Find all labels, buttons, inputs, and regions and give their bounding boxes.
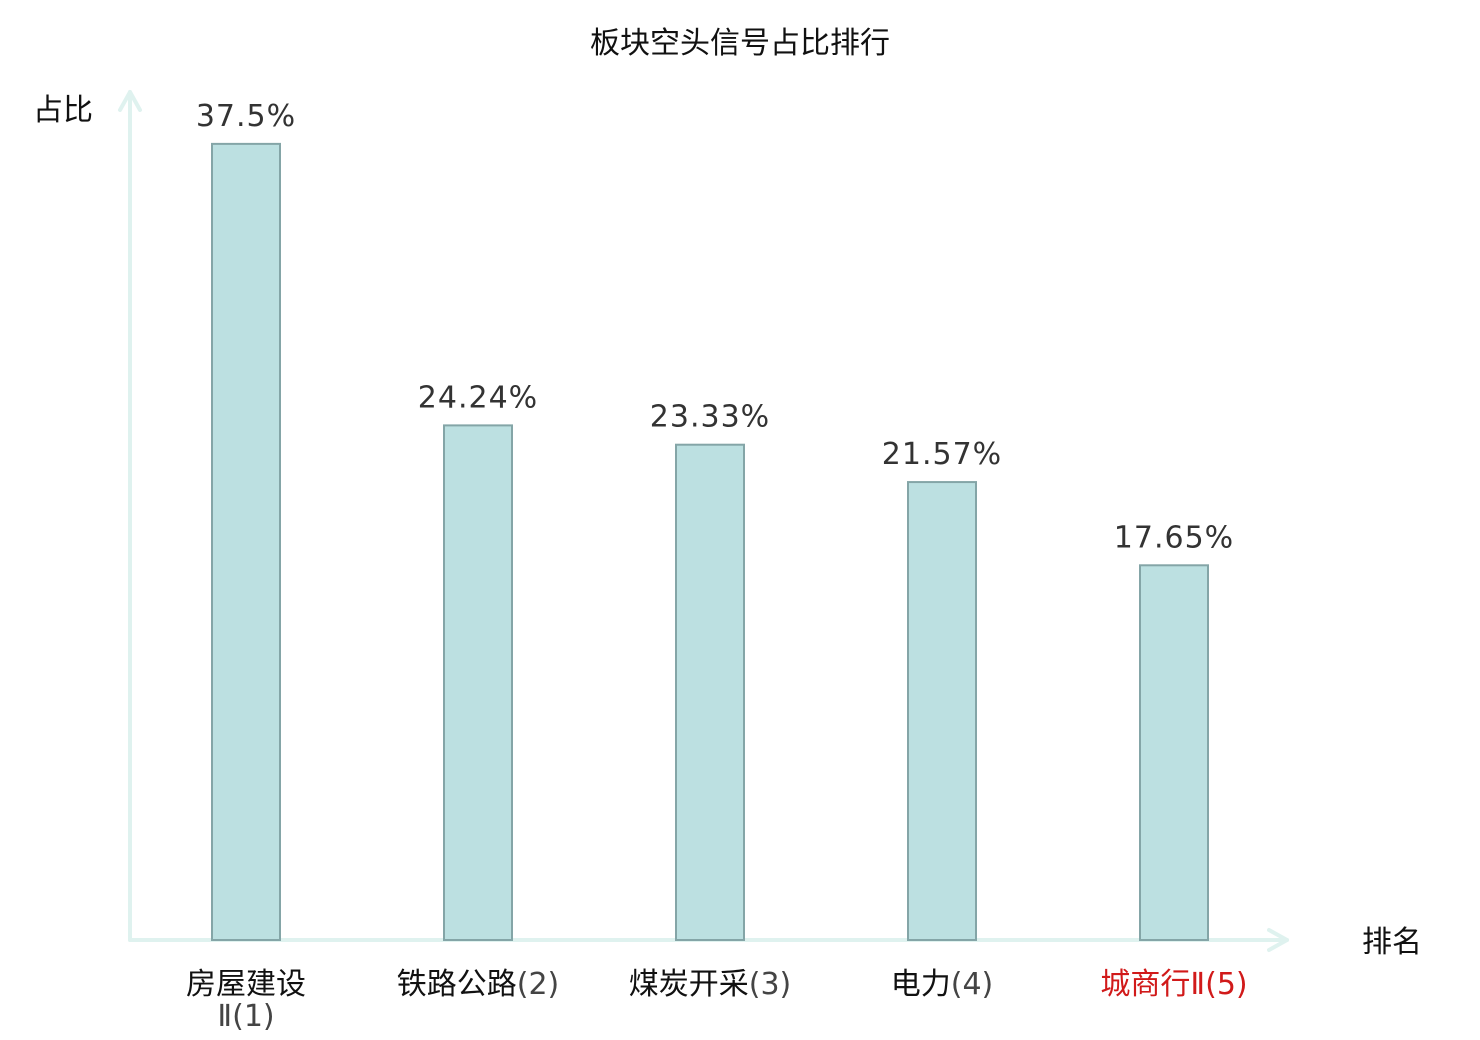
chart-title: 板块空头信号占比排行	[590, 26, 890, 61]
x-tick-rank-4: (4)	[951, 967, 994, 1002]
x-axis-label: 排名	[1362, 925, 1422, 960]
bar-2	[443, 424, 513, 941]
x-tick-name-4: 电力	[891, 967, 951, 1002]
x-tick-name-3: 煤炭开采	[629, 967, 749, 1002]
x-tick-label-3: 煤炭开采(3)	[629, 967, 792, 1002]
x-tick-label-1: 房屋建设	[186, 967, 306, 1002]
bar-series	[211, 142, 1209, 942]
x-tick-name-2: 铁路公路	[397, 967, 517, 1002]
data-label-5: 17.65%	[1114, 520, 1234, 555]
data-label-2: 24.24%	[418, 380, 538, 415]
data-label-4: 21.57%	[882, 437, 1002, 472]
data-label-1: 37.5%	[196, 99, 296, 134]
bar-4	[907, 481, 977, 941]
x-tick-rank-1: Ⅱ(1)	[217, 999, 274, 1034]
bar-3	[675, 443, 745, 941]
x-tick-rank-2: (2)	[517, 967, 560, 1002]
x-tick-label-5: 城商行Ⅱ(5)	[1100, 967, 1247, 1002]
bar-1	[211, 142, 281, 941]
bar-5	[1139, 564, 1209, 942]
x-tick-rank-3: (3)	[749, 967, 792, 1002]
data-labels: 37.5% 24.24% 23.33% 21.57% 17.65%	[196, 99, 1234, 555]
x-tick-name-5: 城商行Ⅱ	[1100, 967, 1205, 1002]
x-tick-label-4: 电力(4)	[891, 967, 994, 1002]
x-tick-rank-5: (5)	[1205, 967, 1248, 1002]
x-tick-label-2: 铁路公路(2)	[397, 967, 560, 1002]
y-axis-label: 占比	[33, 93, 93, 128]
data-label-3: 23.33%	[650, 400, 770, 435]
